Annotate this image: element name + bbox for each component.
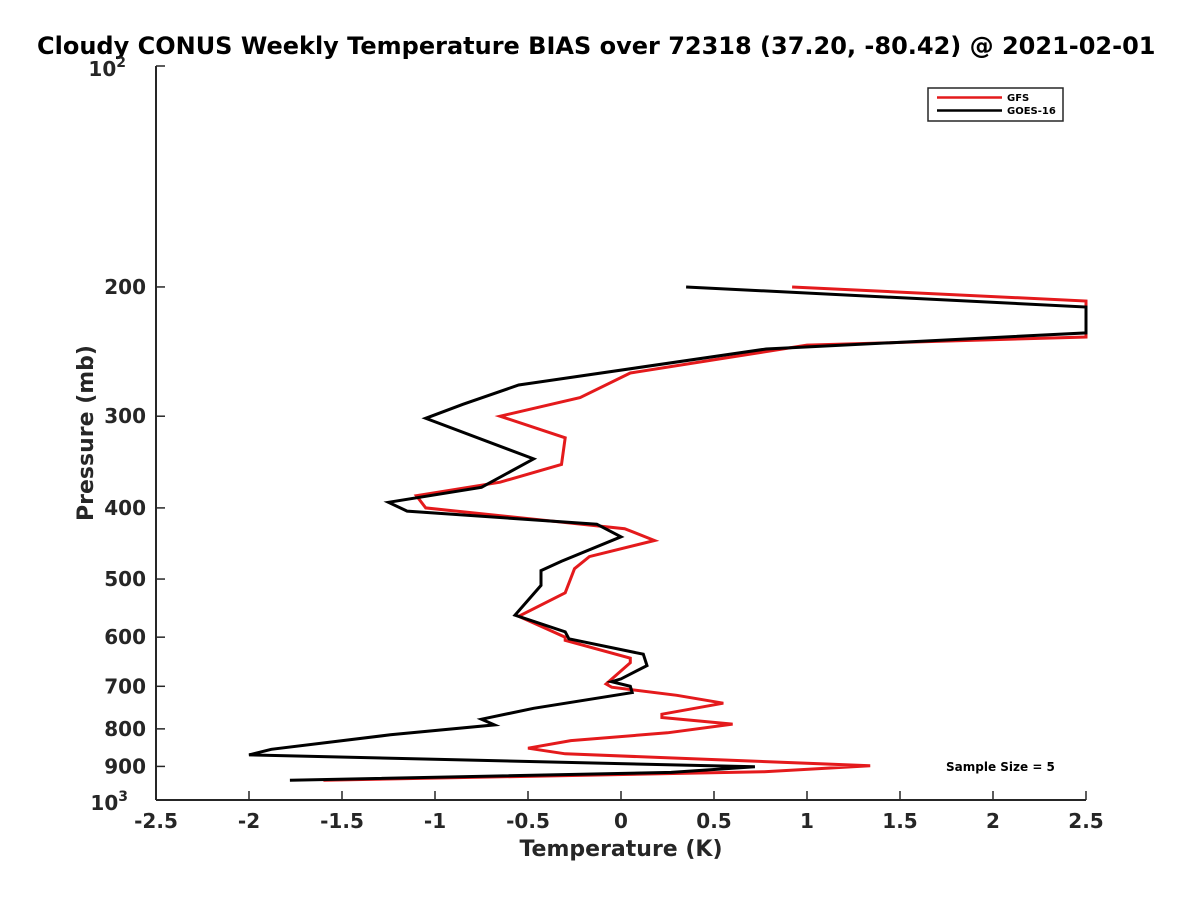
sample-size-annotation: Sample Size = 5 <box>946 760 1055 774</box>
y-axis-ticks: 200 300 400 500 600 700 800 900 <box>104 65 165 801</box>
y-tick-label: 500 <box>104 567 146 591</box>
series-layer <box>248 285 1088 782</box>
x-tick-label: 0.5 <box>696 809 731 833</box>
legend-box <box>927 87 1064 122</box>
y-bottom-base: 10 <box>90 791 118 815</box>
y-axis-label: Pressure (mb) <box>74 345 99 521</box>
x-tick-label: 0 <box>614 809 628 833</box>
y-tick-label: 700 <box>104 674 146 698</box>
y-tick-label: 300 <box>104 404 146 428</box>
y-bottom-exp: 3 <box>118 789 128 805</box>
y-top-exp: 2 <box>116 55 126 71</box>
x-tick-label: 2 <box>986 809 1000 833</box>
x-tick-label: -1 <box>424 809 446 833</box>
x-axis-ticks: -2.5 -2 -1.5 -1 -0.5 0 0.5 1 1.5 2 2.5 <box>134 791 1104 833</box>
legend-gfs-label: GFS <box>1007 93 1029 104</box>
y-top-base: 10 <box>88 57 116 81</box>
y-tick-label: 800 <box>104 717 146 741</box>
y-tick-label: 200 <box>104 275 146 299</box>
x-tick-label: -2.5 <box>134 809 178 833</box>
legend: GFS GOES-16 <box>927 87 1064 122</box>
chart-title: Cloudy CONUS Weekly Temperature BIAS ove… <box>37 32 1155 60</box>
x-tick-label: -1.5 <box>320 809 364 833</box>
series-line-goes-16 <box>248 285 1088 782</box>
y-tick-label: 400 <box>104 496 146 520</box>
x-tick-label: 1.5 <box>882 809 917 833</box>
y-tick-label: 600 <box>104 625 146 649</box>
series-line-gfs <box>323 285 1088 782</box>
x-tick-label: -0.5 <box>506 809 550 833</box>
y-bottom-decade-label: 103 <box>90 789 128 815</box>
y-top-decade-label: 102 <box>88 55 126 81</box>
x-tick-label: -2 <box>238 809 260 833</box>
x-tick-label: 1 <box>800 809 814 833</box>
y-tick-label: 900 <box>104 754 146 778</box>
legend-goes16-label: GOES-16 <box>1007 106 1056 117</box>
x-axis-label: Temperature (K) <box>519 837 722 862</box>
x-tick-label: 2.5 <box>1068 809 1103 833</box>
